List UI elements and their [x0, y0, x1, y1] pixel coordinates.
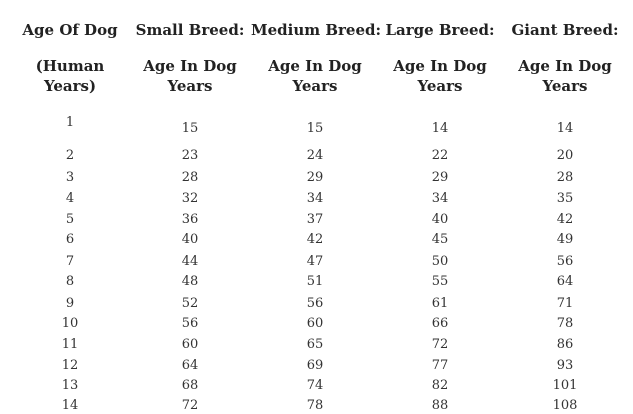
column-subheader-line: Age In Dog — [268, 57, 362, 75]
table-cell: 29 — [306, 170, 324, 185]
column-header: Large Breed: — [385, 21, 495, 39]
table-cell: 77 — [431, 358, 449, 373]
table-cell: 52 — [181, 296, 199, 311]
table-cell: 7 — [65, 254, 75, 269]
table-cell: 15 — [306, 121, 324, 136]
table-cell: 13 — [61, 378, 79, 393]
table-cell: 22 — [431, 148, 449, 163]
column-subheader: Age In Dog Years — [376, 56, 504, 96]
table-cell: 56 — [181, 316, 199, 331]
column-subheader-line: Age In Dog — [143, 57, 237, 75]
table-cell: 14 — [431, 121, 449, 136]
table-cell: 64 — [556, 274, 574, 289]
table-cell: 20 — [556, 148, 574, 163]
table-cell: 55 — [431, 274, 449, 289]
table-cell: 9 — [65, 296, 75, 311]
table-cell: 82 — [431, 378, 449, 393]
table-cell: 10 — [61, 316, 79, 331]
table-cell: 72 — [431, 337, 449, 352]
column-subheader-line: Years — [417, 77, 463, 95]
table-cell: 60 — [181, 337, 199, 352]
table-cell: 36 — [181, 212, 199, 227]
table-cell: 49 — [556, 232, 574, 247]
table-cell: 11 — [61, 337, 79, 352]
table-cell: 48 — [181, 274, 199, 289]
column-subheader-line: (Human — [35, 57, 105, 75]
table-cell: 64 — [181, 358, 199, 373]
table-cell: 108 — [552, 398, 578, 413]
table-cell: 93 — [556, 358, 574, 373]
table-cell: 78 — [556, 316, 574, 331]
table-cell: 14 — [556, 121, 574, 136]
table-cell: 28 — [181, 170, 199, 185]
column-subheader: Age In Dog Years — [251, 56, 379, 96]
table-cell: 37 — [306, 212, 324, 227]
table-cell: 72 — [181, 398, 199, 413]
column-subheader-line: Age In Dog — [393, 57, 487, 75]
table-cell: 60 — [306, 316, 324, 331]
table-cell: 8 — [65, 274, 75, 289]
table-cell: 47 — [306, 254, 324, 269]
table-cell: 51 — [306, 274, 324, 289]
table-cell: 12 — [61, 358, 79, 373]
column-subheader: Age In Dog Years — [501, 56, 629, 96]
table-cell: 29 — [431, 170, 449, 185]
table-cell: 23 — [181, 148, 199, 163]
table-cell: 35 — [556, 191, 574, 206]
table-cell: 45 — [431, 232, 449, 247]
table-cell: 65 — [306, 337, 324, 352]
table-cell: 40 — [181, 232, 199, 247]
table-cell: 4 — [65, 191, 75, 206]
table-cell: 40 — [431, 212, 449, 227]
table-cell: 101 — [552, 378, 578, 393]
table-cell: 88 — [431, 398, 449, 413]
table-cell: 61 — [431, 296, 449, 311]
column-subheader: (Human Years) — [6, 56, 134, 96]
table-cell: 3 — [65, 170, 75, 185]
table-cell: 1 — [65, 115, 75, 130]
column-header: Age Of Dog — [22, 21, 118, 39]
column-subheader: Age In Dog Years — [126, 56, 254, 96]
table-cell: 71 — [556, 296, 574, 311]
table-cell: 34 — [431, 191, 449, 206]
column-subheader-line: Years) — [43, 77, 97, 95]
table-cell: 44 — [181, 254, 199, 269]
table-cell: 78 — [306, 398, 324, 413]
column-subheader-line: Years — [542, 77, 588, 95]
column-header: Giant Breed: — [511, 21, 619, 39]
table-cell: 15 — [181, 121, 199, 136]
column-subheader-line: Years — [292, 77, 338, 95]
table-cell: 69 — [306, 358, 324, 373]
table-cell: 86 — [556, 337, 574, 352]
column-header: Medium Breed: — [251, 21, 382, 39]
table-cell: 42 — [306, 232, 324, 247]
table-cell: 50 — [431, 254, 449, 269]
table-cell: 14 — [61, 398, 79, 413]
table-cell: 42 — [556, 212, 574, 227]
column-header: Small Breed: — [135, 21, 245, 39]
column-subheader-line: Age In Dog — [518, 57, 612, 75]
table-cell: 28 — [556, 170, 574, 185]
table-cell: 2 — [65, 148, 75, 163]
table-cell: 68 — [181, 378, 199, 393]
column-subheader-line: Years — [167, 77, 213, 95]
table-cell: 32 — [181, 191, 199, 206]
table-cell: 56 — [556, 254, 574, 269]
table-cell: 5 — [65, 212, 75, 227]
table-cell: 6 — [65, 232, 75, 247]
table-cell: 34 — [306, 191, 324, 206]
table-cell: 24 — [306, 148, 324, 163]
table-cell: 74 — [306, 378, 324, 393]
table-cell: 66 — [431, 316, 449, 331]
table-cell: 56 — [306, 296, 324, 311]
